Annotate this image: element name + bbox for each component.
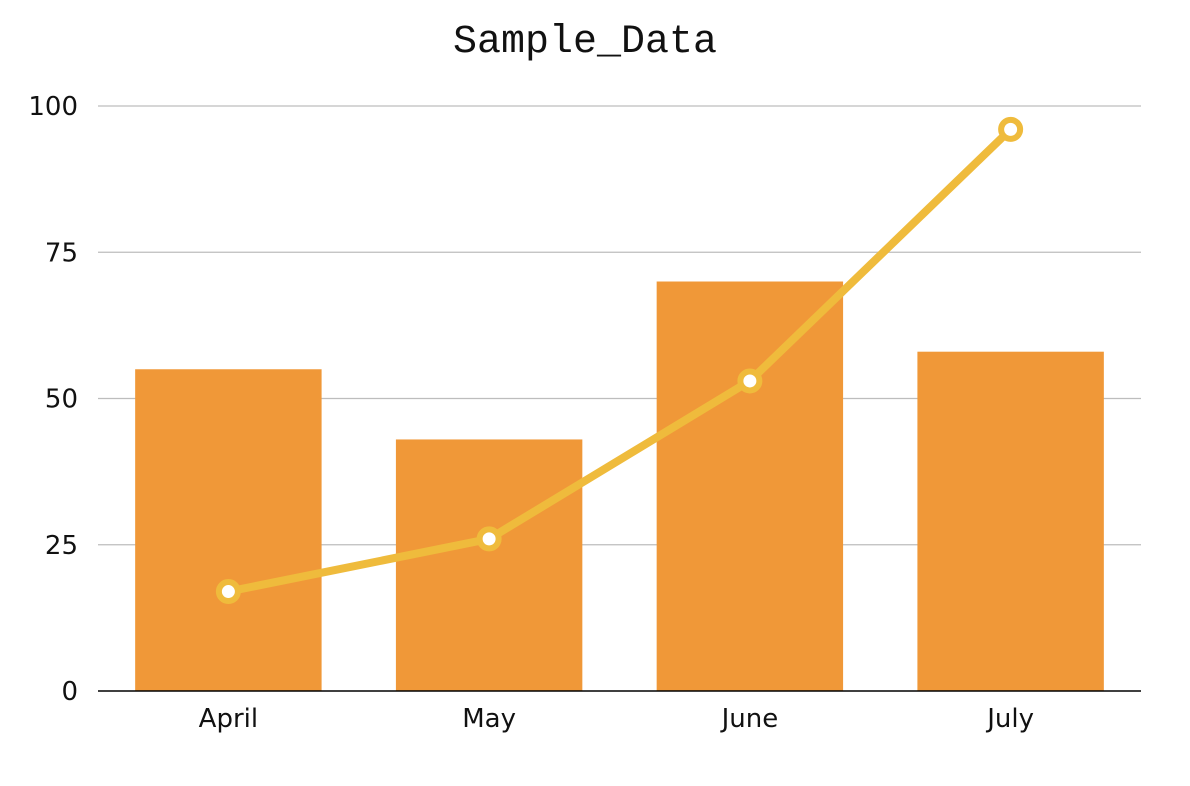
line-point xyxy=(215,579,241,605)
chart-title: Sample_Data xyxy=(453,20,717,65)
bar xyxy=(917,351,1104,691)
y-tick-label: 50 xyxy=(45,385,78,415)
series-line xyxy=(224,125,1015,596)
line-series xyxy=(215,116,1024,605)
line-point xyxy=(998,116,1024,142)
bar xyxy=(395,439,583,691)
x-tick-label: July xyxy=(985,704,1034,734)
line-point xyxy=(737,368,763,394)
x-tick-label: April xyxy=(199,704,258,734)
y-tick-label: 100 xyxy=(28,92,78,122)
x-tick-label: May xyxy=(462,704,516,734)
bar xyxy=(135,369,322,691)
y-tick-label: 75 xyxy=(45,238,78,268)
y-tick-label: 0 xyxy=(61,677,78,707)
bar xyxy=(656,281,844,691)
x-axis-ticks: April May June July xyxy=(199,704,1034,734)
y-tick-label: 25 xyxy=(45,531,78,561)
x-tick-label: June xyxy=(720,704,779,734)
y-axis-ticks: 0 25 50 75 100 xyxy=(28,92,78,707)
line-point xyxy=(476,526,502,552)
bar-series xyxy=(135,281,1104,691)
